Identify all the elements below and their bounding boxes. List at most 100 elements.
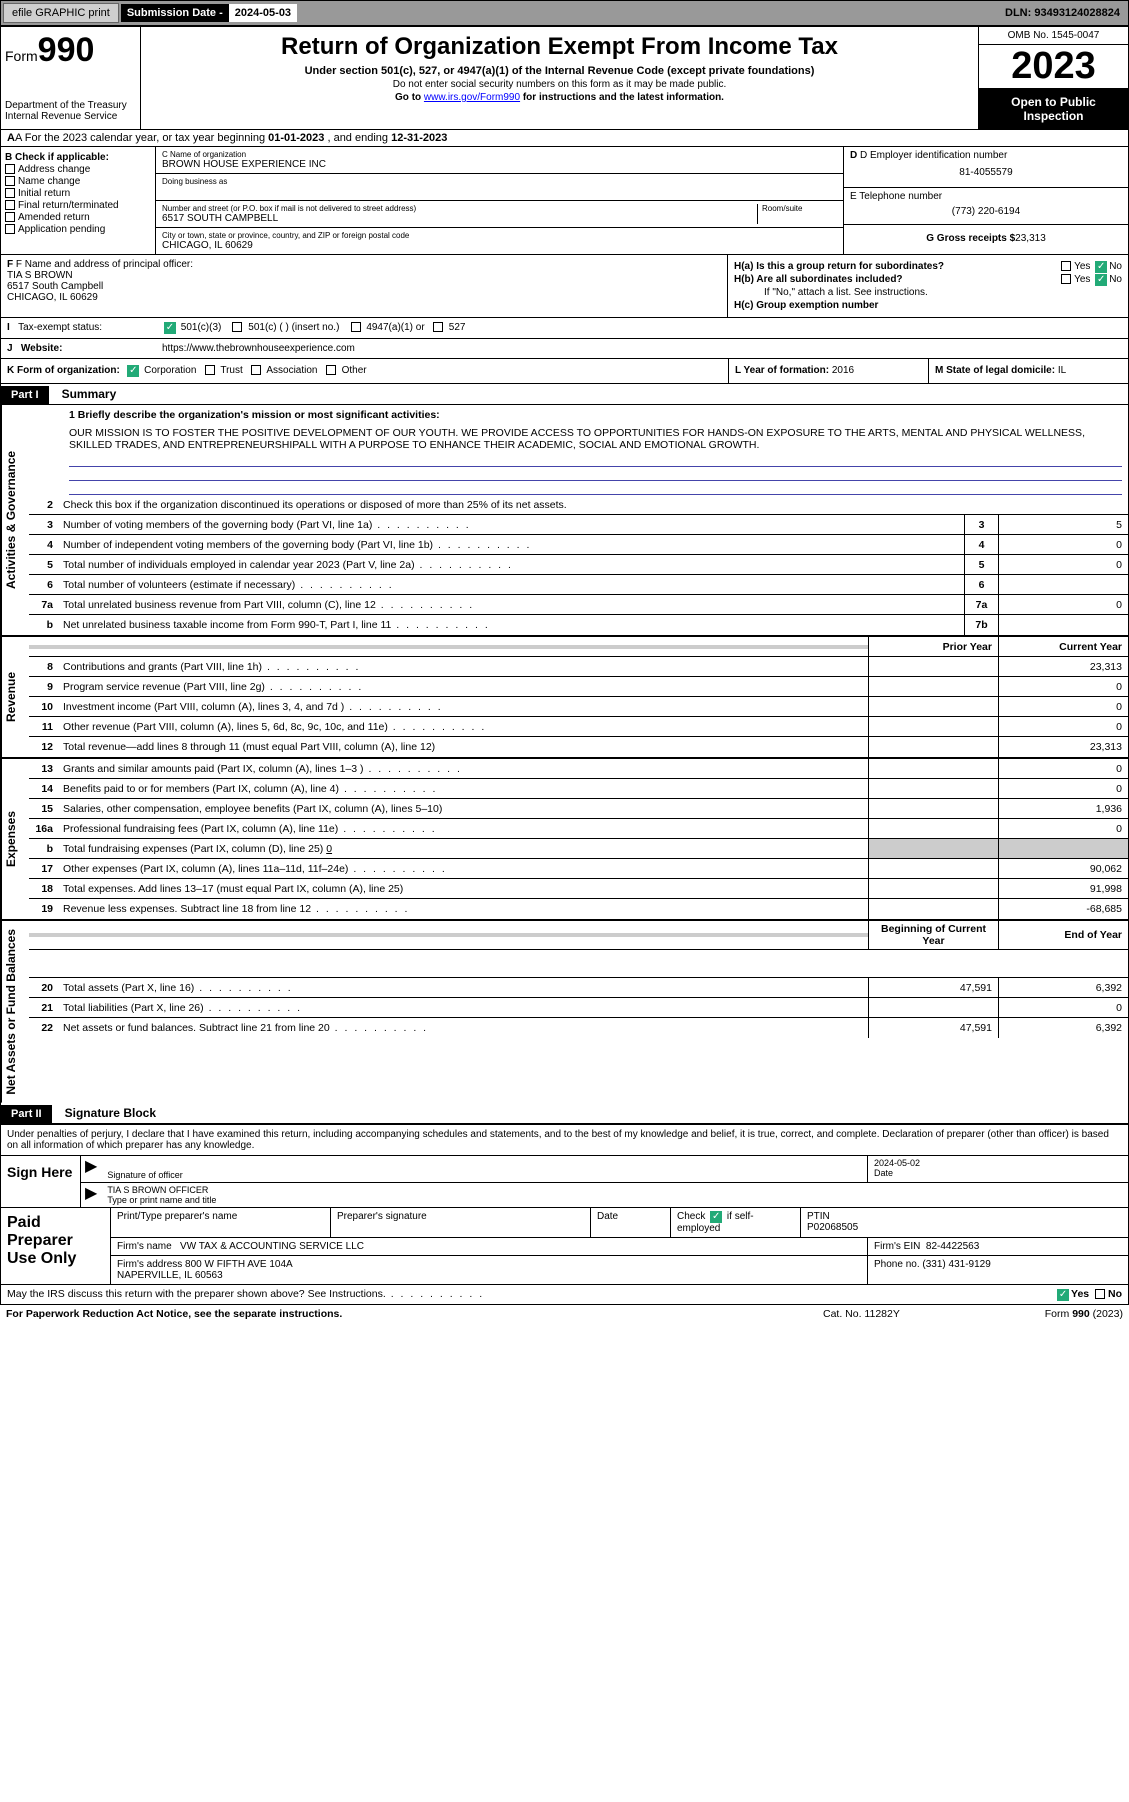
hdr-current: Current Year	[998, 637, 1128, 656]
line-20: Total assets (Part X, line 16)	[59, 980, 868, 996]
tax-year: 2023	[979, 45, 1128, 89]
val-c19: -68,685	[998, 899, 1128, 919]
part2-header: Part II	[1, 1105, 52, 1123]
firm-phone: (331) 431-9129	[922, 1259, 990, 1270]
dept-treasury: Department of the Treasury Internal Reve…	[5, 100, 136, 122]
part1-header: Part I	[1, 386, 49, 404]
dln: DLN: 93493124028824	[997, 4, 1128, 22]
val-c9: 0	[998, 677, 1128, 696]
val-c12: 23,313	[998, 737, 1128, 757]
perjury-statement: Under penalties of perjury, I declare th…	[1, 1125, 1128, 1156]
subtitle-1: Under section 501(c), 527, or 4947(a)(1)…	[147, 65, 972, 77]
efile-print-button[interactable]: efile GRAPHIC print	[3, 3, 119, 23]
gross-label: G Gross receipts $	[926, 233, 1015, 244]
line-14: Benefits paid to or for members (Part IX…	[59, 781, 868, 797]
val-c13: 0	[998, 759, 1128, 778]
sig-officer-label: Signature of officer	[107, 1170, 861, 1180]
line-18: Total expenses. Add lines 13–17 (must eq…	[59, 881, 868, 897]
omb-number: OMB No. 1545-0047	[979, 27, 1128, 45]
part1-title: Summary	[52, 384, 127, 404]
val-4: 0	[998, 535, 1128, 554]
website: https://www.thebrownhouseexperience.com	[156, 339, 1128, 358]
hdr-bcy: Beginning of Current Year	[868, 921, 998, 949]
vtab-net-assets: Net Assets or Fund Balances	[1, 921, 29, 1103]
cb-address-change[interactable]	[5, 164, 15, 174]
line-16a: Professional fundraising fees (Part IX, …	[59, 821, 868, 837]
cb-final-return[interactable]	[5, 200, 15, 210]
line-19: Revenue less expenses. Subtract line 18 …	[59, 901, 868, 917]
hdr-prior: Prior Year	[868, 637, 998, 656]
submission-label: Submission Date -	[121, 4, 229, 22]
org-name: BROWN HOUSE EXPERIENCE INC	[162, 159, 837, 170]
preparer-date-label: Date	[591, 1208, 671, 1237]
row-a-tax-year: AA For the 2023 calendar year, or tax ye…	[1, 130, 1128, 147]
line-5: Total number of individuals employed in …	[59, 557, 964, 573]
hb-subordinates: H(b) Are all subordinates included? Yes …	[734, 274, 1122, 285]
val-c18: 91,998	[998, 879, 1128, 898]
firm-name: VW TAX & ACCOUNTING SERVICE LLC	[180, 1241, 364, 1252]
org-name-label: C Name of organization	[162, 150, 837, 159]
val-b20: 47,591	[868, 978, 998, 997]
cb-application-pending[interactable]	[5, 224, 15, 234]
cat-number: Cat. No. 11282Y	[823, 1308, 973, 1320]
ein-label: D D Employer identification number	[850, 150, 1122, 161]
mission-text: OUR MISSION IS TO FOSTER THE POSITIVE DE…	[29, 423, 1128, 453]
cb-initial-return[interactable]	[5, 188, 15, 198]
arrow-icon: ▶	[81, 1156, 101, 1182]
row-i-options: ✓ 501(c)(3) 501(c) ( ) (insert no.) 4947…	[156, 318, 1128, 338]
line-3: Number of voting members of the governin…	[59, 517, 964, 533]
cb-501c3-checked: ✓	[164, 322, 176, 334]
officer-addr1: 6517 South Campbell	[7, 281, 721, 292]
part2-title: Signature Block	[55, 1103, 166, 1123]
name-title-label: Type or print name and title	[107, 1195, 1122, 1205]
form-footer: Form 990 (2023)	[973, 1308, 1123, 1320]
val-c8: 23,313	[998, 657, 1128, 676]
cb-name-change[interactable]	[5, 176, 15, 186]
val-e21: 0	[998, 998, 1128, 1017]
form-number: Form990	[5, 31, 136, 70]
topbar: efile GRAPHIC print Submission Date - 20…	[0, 0, 1129, 26]
line-17: Other expenses (Part IX, column (A), lin…	[59, 861, 868, 877]
val-c15: 1,936	[998, 799, 1128, 818]
hc-exemption: H(c) Group exemption number	[734, 300, 1122, 311]
line-12: Total revenue—add lines 8 through 11 (mu…	[59, 739, 868, 755]
officer-addr2: CHICAGO, IL 60629	[7, 292, 721, 303]
val-7b	[998, 615, 1128, 635]
ha-group-return: H(a) Is this a group return for subordin…	[734, 261, 1122, 272]
org-address: 6517 SOUTH CAMPBELL	[162, 213, 757, 224]
firm-name-label: Firm's name	[117, 1241, 172, 1252]
val-c14: 0	[998, 779, 1128, 798]
ptin-label: PTIN	[807, 1211, 1122, 1222]
paperwork-notice: For Paperwork Reduction Act Notice, see …	[6, 1308, 823, 1320]
sign-here-label: Sign Here	[1, 1156, 81, 1207]
line-10: Investment income (Part VIII, column (A)…	[59, 699, 868, 715]
ptin: P02068505	[807, 1222, 1122, 1233]
col-b-checkboxes: B Check if applicable: Address change Na…	[1, 147, 156, 254]
open-inspection: Open to Public Inspection	[979, 89, 1128, 129]
firm-addr-label: Firm's address	[117, 1259, 182, 1270]
submission-date: 2024-05-03	[229, 4, 297, 22]
val-3: 5	[998, 515, 1128, 534]
officer-label: F F Name and address of principal office…	[7, 259, 721, 270]
firm-ein-label: Firm's EIN	[874, 1241, 920, 1252]
line-9: Program service revenue (Part VIII, line…	[59, 679, 868, 695]
room-label: Room/suite	[762, 204, 837, 213]
paid-preparer-label: Paid Preparer Use Only	[1, 1208, 111, 1284]
arrow-icon: ▶	[81, 1183, 101, 1207]
line-2: Check this box if the organization disco…	[59, 497, 1128, 513]
line-21: Total liabilities (Part X, line 26)	[59, 1000, 868, 1016]
vtab-revenue: Revenue	[1, 637, 29, 757]
hb-note: If "No," attach a list. See instructions…	[734, 287, 1122, 298]
city-label: City or town, state or province, country…	[162, 231, 837, 240]
val-c16a: 0	[998, 819, 1128, 838]
irs-link[interactable]: www.irs.gov/Form990	[424, 92, 520, 103]
cb-amended-return[interactable]	[5, 212, 15, 222]
phone-label: Phone no.	[874, 1259, 920, 1270]
tel-label: E Telephone number	[850, 191, 1122, 202]
val-c11: 0	[998, 717, 1128, 736]
val-b22: 47,591	[868, 1018, 998, 1038]
vtab-governance: Activities & Governance	[1, 405, 29, 635]
line-22: Net assets or fund balances. Subtract li…	[59, 1020, 868, 1036]
officer-name: TIA S BROWN	[7, 270, 721, 281]
line-1-label: 1 Briefly describe the organization's mi…	[29, 405, 1128, 423]
